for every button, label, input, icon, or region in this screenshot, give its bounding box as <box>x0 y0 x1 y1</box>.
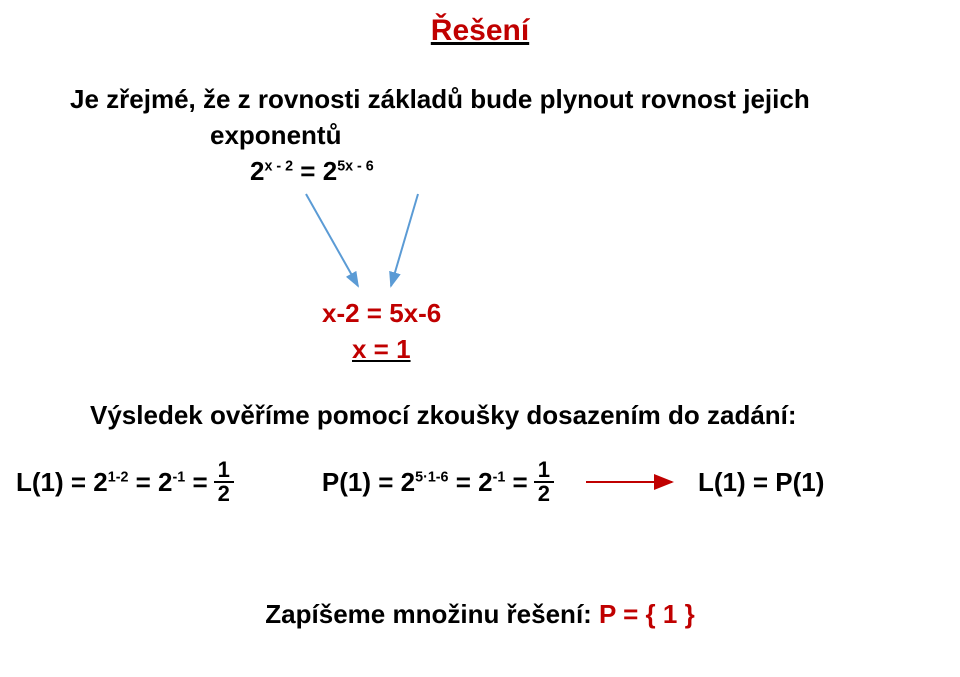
P-prefix: P(1) = 2 <box>322 467 415 497</box>
equation-solution: x = 1 <box>352 334 411 365</box>
result-set-label: Zapíšeme množinu řešení: <box>265 599 599 629</box>
L-frac-num: 1 <box>214 459 234 481</box>
check-instruction: Výsledek ověříme pomocí zkoušky dosazení… <box>90 400 797 431</box>
eq-solution-text: x = 1 <box>352 334 411 364</box>
arrow-left <box>306 194 358 286</box>
L-prefix: L(1) = 2 <box>16 467 108 497</box>
eq-linear-text: x-2 = 5x-6 <box>322 298 441 328</box>
L-frac-den: 2 <box>214 481 234 505</box>
P-fraction: 1 2 <box>534 459 554 505</box>
L-mid: = 2 <box>128 467 172 497</box>
check-instruction-text: Výsledek ověříme pomocí zkoušky dosazení… <box>90 400 797 430</box>
arrow-right <box>391 194 418 286</box>
check-row: L(1) = 21-2 = 2-1 = 1 2 P(1) = 25·1-6 = … <box>16 459 946 505</box>
intro-text: Je zřejmé, že z rovnosti základů bude pl… <box>70 84 810 114</box>
exponents-text: exponentů <box>210 120 341 150</box>
L-eq: = <box>185 467 207 497</box>
P-exp: 5·1-6 <box>415 469 448 485</box>
exp1: x - 2 <box>264 158 293 174</box>
P-frac-den: 2 <box>534 481 554 505</box>
solution-title: Řešení <box>0 14 960 48</box>
exp2: 5x - 6 <box>337 158 374 174</box>
equation-powers: 2x - 2 = 25x - 6 <box>250 156 374 187</box>
implies-arrow <box>584 470 680 494</box>
result-set-line: Zapíšeme množinu řešení: P = { 1 } <box>0 599 960 630</box>
title-text: Řešení <box>431 14 529 47</box>
P-frac-num: 1 <box>534 459 554 481</box>
L-fraction: 1 2 <box>214 459 234 505</box>
L-exp2: -1 <box>173 469 186 485</box>
P-exp2: -1 <box>493 469 506 485</box>
L-exp: 1-2 <box>108 469 129 485</box>
L-expr: L(1) = 21-2 = 2-1 = <box>16 467 208 498</box>
base2: 2 <box>323 156 337 186</box>
P-expr: P(1) = 25·1-6 = 2-1 = <box>322 467 528 498</box>
result-set-value: P = { 1 } <box>599 599 695 629</box>
eq-sign: = <box>293 156 323 186</box>
equation-linear: x-2 = 5x-6 <box>322 298 441 329</box>
P-eq: = <box>505 467 527 497</box>
P-mid: = 2 <box>449 467 493 497</box>
arrows-diagram <box>283 190 453 292</box>
check-result: L(1) = P(1) <box>698 467 824 498</box>
intro-line: Je zřejmé, že z rovnosti základů bude pl… <box>70 84 810 115</box>
exponents-word: exponentů <box>210 120 341 151</box>
base1: 2 <box>250 156 264 186</box>
